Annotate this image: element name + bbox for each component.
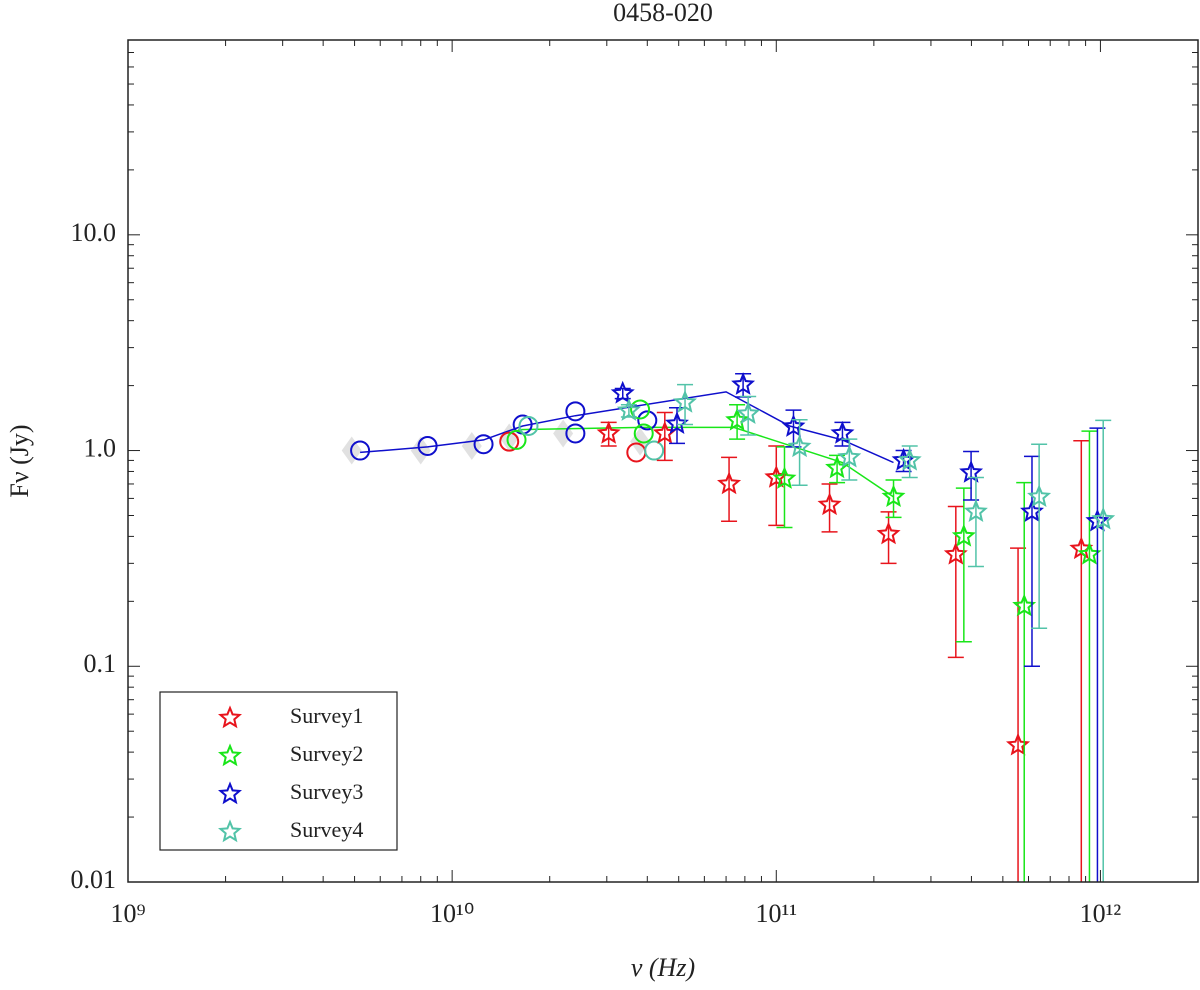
x-tick-label: 10¹² — [1080, 899, 1122, 928]
star-marker — [876, 521, 901, 545]
star-marker — [787, 434, 812, 458]
legend-marker — [218, 705, 242, 729]
star-marker — [736, 401, 761, 425]
error-bar — [1016, 481, 1033, 882]
circle-marker — [417, 435, 438, 456]
legend-marker — [218, 819, 242, 843]
star-marker — [665, 411, 689, 435]
star-marker — [963, 499, 988, 523]
y-tick-label: 0.1 — [84, 649, 117, 678]
error-bar — [821, 483, 838, 533]
legend-box — [159, 691, 398, 851]
error-bar — [947, 505, 964, 659]
star-marker — [731, 372, 756, 395]
star-marker — [881, 484, 906, 507]
star-marker — [943, 541, 968, 565]
error-bar — [768, 445, 785, 527]
legend-label: Survey1 — [290, 703, 363, 728]
error-bar — [1073, 440, 1090, 882]
x-tick-label: 10⁹ — [110, 899, 145, 928]
x-tick-label: 10¹¹ — [755, 899, 797, 928]
x-axis-label: ν (Hz) — [631, 953, 695, 982]
error-bar — [1095, 419, 1112, 882]
star-marker — [837, 444, 862, 468]
circle-marker — [350, 440, 371, 461]
star-marker — [951, 523, 976, 547]
error-bar — [656, 411, 673, 462]
circle-marker — [518, 415, 539, 436]
circle-marker — [499, 431, 520, 452]
star-marker — [764, 464, 789, 488]
chart-title: 0458-020 — [613, 0, 713, 27]
y-axis-label: Fν (Jy) — [5, 424, 34, 497]
star-marker — [891, 447, 916, 471]
error-bar — [955, 487, 972, 643]
circle-marker — [637, 410, 658, 431]
legend-label: Survey4 — [290, 817, 363, 842]
circle-marker — [565, 401, 586, 422]
star-marker — [672, 389, 697, 413]
diamond-marker — [553, 419, 574, 448]
star-marker — [1027, 484, 1052, 507]
error-bar — [1081, 430, 1098, 882]
star-marker — [596, 420, 621, 444]
star-marker — [616, 398, 641, 421]
legend-label: Survey2 — [290, 741, 363, 766]
y-tick-label: 10.0 — [71, 218, 117, 247]
legend-marker — [218, 781, 242, 805]
y-tick-label: 0.01 — [71, 865, 117, 894]
star-marker — [717, 471, 742, 495]
star-marker — [817, 492, 842, 516]
star-marker — [772, 466, 797, 489]
y-tick-label: 1.0 — [84, 434, 117, 463]
circle-marker — [644, 440, 665, 461]
circle-marker — [633, 423, 654, 444]
plot-frame — [127, 39, 1199, 883]
legend-label: Survey3 — [290, 779, 363, 804]
star-marker — [897, 447, 922, 471]
star-marker — [781, 414, 806, 437]
circle-marker — [630, 399, 651, 420]
legend-marker — [218, 743, 242, 767]
fit-line — [360, 391, 894, 464]
circle-marker — [473, 434, 494, 455]
star-marker — [1091, 506, 1116, 530]
x-tick-label: 10¹⁰ — [430, 899, 474, 928]
error-bar — [1031, 443, 1048, 630]
error-bar — [1023, 455, 1040, 668]
star-marker — [830, 420, 855, 444]
circle-marker — [565, 423, 586, 444]
star-marker — [1005, 732, 1031, 756]
error-bar — [967, 476, 984, 568]
circle-marker — [506, 429, 527, 450]
star-marker — [610, 380, 635, 404]
